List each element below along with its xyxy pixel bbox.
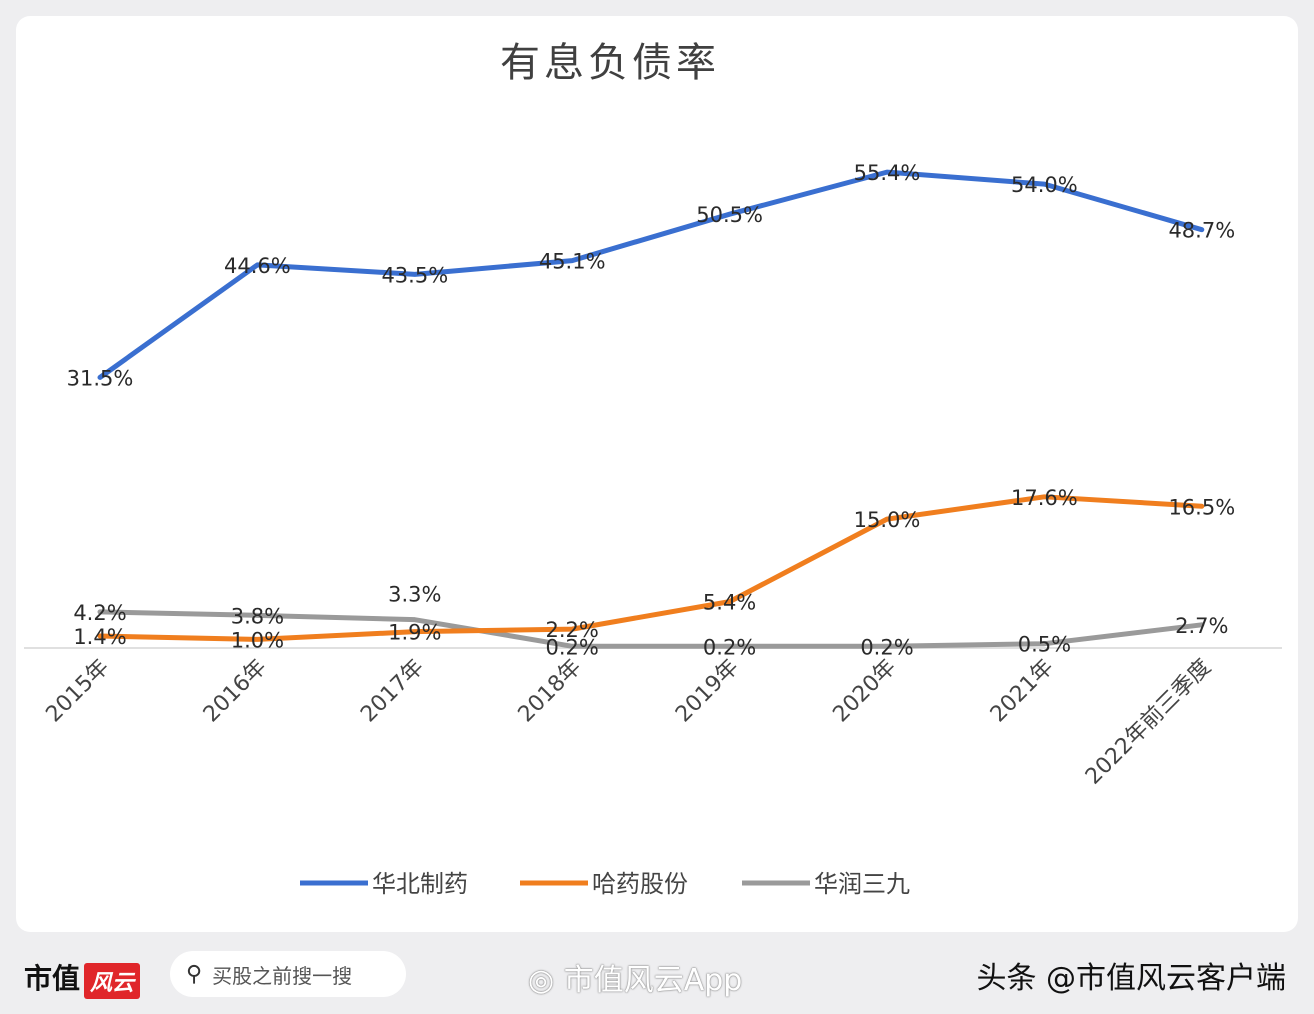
data-label: 3.3% xyxy=(388,583,441,607)
data-label: 44.6% xyxy=(224,254,291,278)
data-label: 2.2% xyxy=(546,618,599,642)
chart-card: 有息负债率 31.5% 44.6% 43.5% 45.1% 50.5% 55.4% 54.0… xyxy=(16,16,1298,932)
data-label: 50.5% xyxy=(696,203,763,227)
data-label: 15.0% xyxy=(854,508,921,532)
x-tick-label: 2019年 xyxy=(671,655,744,728)
x-tick-label: 2016年 xyxy=(199,655,272,728)
weibo-watermark-text: 市值风云App xyxy=(563,963,743,998)
data-label: 55.4% xyxy=(854,161,921,185)
search-input[interactable]: ⚲ 买股之前搜一搜 xyxy=(170,951,406,997)
data-label: 17.6% xyxy=(1011,486,1078,510)
x-tick-label: 2015年 xyxy=(41,655,114,728)
brand-logo[interactable]: 市值 风云 xyxy=(24,957,141,999)
series-line-0 xyxy=(97,169,1205,380)
x-tick-label: 2017年 xyxy=(356,655,429,728)
data-label: 0.2% xyxy=(703,635,756,659)
x-tick-label: 2018年 xyxy=(514,655,587,728)
line-chart: 有息负债率 31.5% 44.6% 43.5% 45.1% 50.5% 55.4% 54.0… xyxy=(24,40,1282,898)
chart-title: 有息负债率 xyxy=(500,40,720,86)
x-tick-label: 2020年 xyxy=(828,655,901,728)
data-label: 4.2% xyxy=(73,601,126,625)
data-label: 45.1% xyxy=(539,250,606,274)
toutiao-credit: 头条 @市值风云客户端 xyxy=(976,961,1286,996)
logo-text: 市值 xyxy=(24,962,81,995)
data-label: 0.2% xyxy=(546,635,599,659)
data-label: 16.5% xyxy=(1168,495,1235,519)
data-label: 3.8% xyxy=(231,604,284,628)
data-label: 0.5% xyxy=(1018,633,1071,657)
data-label: 1.4% xyxy=(73,625,126,649)
series-line-1 xyxy=(97,494,1205,642)
data-label: 43.5% xyxy=(381,263,448,287)
legend-label: 哈药股份 xyxy=(592,870,688,898)
weibo-watermark: ◎ 市值风云App xyxy=(528,955,742,999)
legend-label: 华北制药 xyxy=(372,870,468,898)
x-tick-label: 2022年前三季度 xyxy=(1081,655,1216,790)
search-icon: ⚲ xyxy=(186,961,203,987)
legend-label: 华润三九 xyxy=(814,870,910,898)
series-line-2 xyxy=(97,609,1205,649)
logo-badge: 风云 xyxy=(84,962,141,999)
data-label: 1.0% xyxy=(231,628,284,652)
search-placeholder: 买股之前搜一搜 xyxy=(212,963,353,988)
x-tick-label: 2021年 xyxy=(986,655,1059,728)
weibo-icon: ◎ xyxy=(528,963,555,998)
data-label: 54.0% xyxy=(1011,173,1078,197)
data-label: 48.7% xyxy=(1168,219,1235,243)
data-label: 31.5% xyxy=(67,366,134,390)
data-label: 2.7% xyxy=(1175,614,1228,638)
data-label: 0.2% xyxy=(860,635,913,659)
footer-bar: 市值 风云 ⚲ 买股之前搜一搜 ◎ 市值风云App 头条 @市值风云客户端 xyxy=(0,935,1314,1014)
data-label: 5.4% xyxy=(703,591,756,615)
data-label: 1.9% xyxy=(388,621,441,645)
